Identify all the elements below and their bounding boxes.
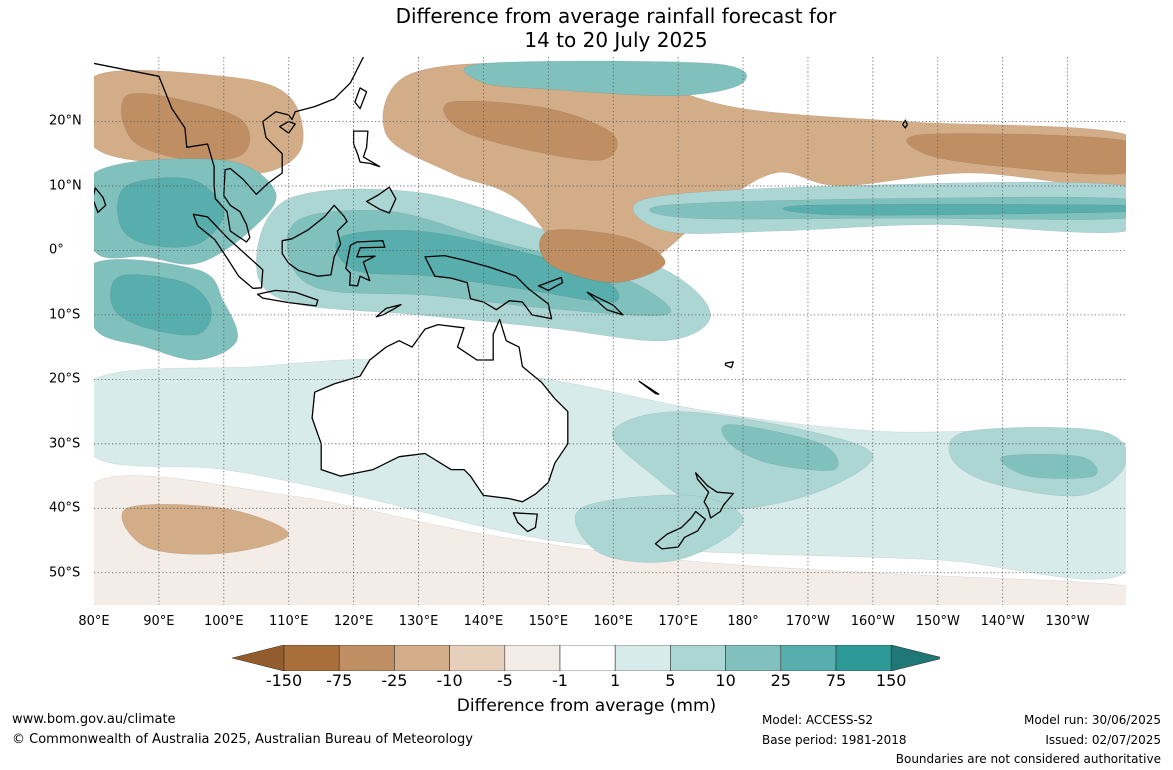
coastline-hainan <box>278 120 296 134</box>
lat-tick-label: 0° <box>49 242 64 258</box>
colorbar-swatch <box>670 645 726 671</box>
lat-tick-label: 20°N <box>49 113 82 129</box>
coastlines <box>94 57 908 550</box>
colorbar-tick-label: 5 <box>665 671 676 690</box>
base-period-text: Base period: 1981-2018 <box>762 733 907 747</box>
coastline-new-caledonia <box>638 380 660 395</box>
coastline-mainland-asia <box>94 57 364 243</box>
anomaly-region-wet_10 <box>575 494 744 563</box>
lat-tick-label: 10°S <box>49 307 81 323</box>
colorbar-swatch <box>780 645 837 671</box>
colorbar-swatch <box>283 645 340 671</box>
lon-tick-label: 130°E <box>398 614 439 629</box>
coastline-java <box>256 289 319 307</box>
colorbar-tick-label: 10 <box>715 671 736 690</box>
title-line-1: Difference from average rainfall forecas… <box>395 4 837 28</box>
anomaly-region-wet_75 <box>110 274 212 336</box>
lat-tick-label: 40°S <box>49 500 81 516</box>
colorbar-swatch <box>835 645 892 671</box>
coastline-solomon <box>586 291 624 316</box>
lon-tick-label: 140°W <box>980 614 1025 629</box>
rainfall-anomaly-map <box>94 57 1126 605</box>
coastline-borneo <box>281 204 348 277</box>
colorbar-tick-label: -1 <box>552 671 568 690</box>
colorbar-extend-low <box>232 645 285 671</box>
title-line-2: 14 to 20 July 2025 <box>524 28 708 52</box>
lon-tick-label: 90°E <box>143 614 175 629</box>
issued-text: Issued: 02/07/2025 <box>1045 733 1161 747</box>
colorbar-tick-label: 75 <box>825 671 847 690</box>
colorbar-label: Difference from average (mm) <box>456 696 717 716</box>
coastline-mindanao <box>365 186 397 214</box>
lon-tick-label: 110°E <box>268 614 309 629</box>
coastline-new-britain <box>537 276 564 292</box>
anomaly-region-dry_75 <box>121 93 250 162</box>
coastline-timor <box>375 303 402 318</box>
lon-tick-label: 150°W <box>915 614 960 629</box>
anomaly-region-wet_25 <box>463 60 747 97</box>
coastline-nz-north <box>695 472 734 519</box>
coastline-nz-south <box>654 510 707 550</box>
colorbar-tick-label: -75 <box>326 671 353 690</box>
coastline-fiji <box>724 361 734 369</box>
coastline-luzon <box>352 130 381 168</box>
coastline-australia <box>311 318 569 503</box>
colorbar-swatch <box>449 645 506 671</box>
anomaly-region-wet_25 <box>1000 454 1098 479</box>
coastline-taiwan <box>354 87 368 110</box>
anomaly-region-dry_75 <box>539 229 666 283</box>
colorbar-swatch <box>338 645 395 671</box>
anomaly-region-dry_5 <box>94 475 1126 605</box>
lon-tick-label: 140°E <box>463 614 504 629</box>
lon-tick-label: 180° <box>727 614 759 629</box>
lon-tick-label: 80°E <box>78 614 110 629</box>
lat-tick-label: 10°N <box>49 178 82 194</box>
lon-tick-label: 150°E <box>528 614 569 629</box>
coastline-new-guinea <box>424 254 553 320</box>
lon-tick-label: 130°W <box>1045 614 1090 629</box>
colorbar-swatch <box>559 645 616 671</box>
colorbar-extend-high <box>890 645 940 671</box>
lat-tick-label: 30°S <box>49 436 81 452</box>
anomaly-region-wet_75 <box>783 204 1126 216</box>
colorbar-swatch <box>394 645 450 671</box>
lon-tick-label: 100°E <box>204 614 244 629</box>
colorbar-tick-label: -5 <box>496 671 513 690</box>
anomaly-region-dry_25 <box>121 504 289 555</box>
lon-tick-label: 170°W <box>785 614 831 629</box>
colorbar-tick-label: 150 <box>875 671 907 690</box>
colorbar-swatch <box>614 645 671 671</box>
colorbar-tick-label: -10 <box>436 671 463 690</box>
colorbar-tick-label: 25 <box>770 671 791 690</box>
lat-tick-label: 50°S <box>49 565 81 581</box>
colorbar-swatch <box>504 645 561 671</box>
lon-tick-label: 160°W <box>850 614 895 629</box>
coastline-sulawesi <box>345 240 386 287</box>
model-text: Model: ACCESS-S2 <box>762 713 874 727</box>
lon-tick-label: 160°E <box>593 614 633 629</box>
map-title: Difference from average rainfall forecas… <box>0 4 1173 52</box>
copyright-text: © Commonwealth of Australia 2025, Austra… <box>12 732 473 747</box>
lat-tick-label: 20°S <box>49 371 81 387</box>
gridlines <box>94 57 1126 605</box>
anomaly-region-wet_25 <box>721 424 839 471</box>
anomaly-region-wet_75 <box>117 177 225 248</box>
disclaimer-text: Boundaries are not considered authoritat… <box>895 752 1161 766</box>
colorbar <box>232 645 940 671</box>
lon-tick-label: 170°E <box>658 614 698 629</box>
anomaly-region-dry_75 <box>443 100 618 161</box>
model-run-text: Model run: 30/06/2025 <box>1023 713 1161 727</box>
colorbar-tick-label: -25 <box>381 671 408 690</box>
website-link[interactable]: www.bom.gov.au/climate <box>12 712 176 727</box>
colorbar-tick-label: 1 <box>610 671 621 690</box>
coastline-sri-lanka <box>94 187 107 214</box>
colorbar-swatch <box>725 645 782 671</box>
anomaly-region-dry_75 <box>906 133 1126 175</box>
lon-tick-label: 120°E <box>333 614 374 629</box>
coastline-tasmania <box>512 512 538 533</box>
colorbar-tick-label: -150 <box>265 671 303 690</box>
